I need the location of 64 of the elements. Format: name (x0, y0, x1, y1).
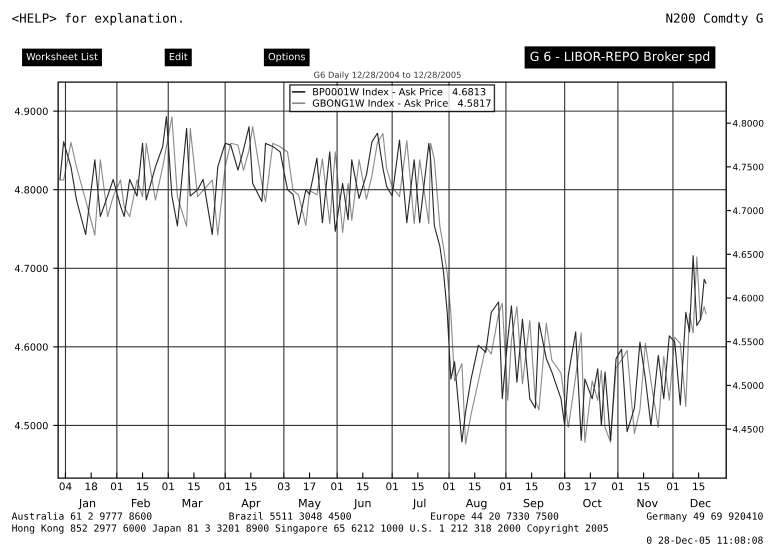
legend-label: BP0001W Index - Ask Price 4.6813 (313, 88, 486, 96)
x-tick-label: 15 (245, 482, 257, 490)
legend-label: GBONG1W Index - Ask Price 4.5817 (312, 99, 491, 107)
y2-tick-label: 4.5000 (732, 382, 764, 389)
y-tick-label: 4.7000 (14, 264, 48, 272)
text: Worksheet List (26, 52, 98, 60)
x2-tick-label: May (299, 499, 321, 510)
y-tick-label: 4.8000 (14, 186, 48, 194)
text: Hong Kong 852 2977 6000 Japan 81 3 3201 8900 Singapore 65 6212 1000 U.S. 1 212 318 2000 Copyright 2005 (12, 524, 608, 534)
x-tick-label: 18 (86, 482, 98, 490)
x2-tick-label: Jul (412, 498, 426, 510)
x-tick-label: 03 (558, 482, 570, 490)
text: Brazil 5511 3048 4500 (229, 512, 351, 520)
chart-subtitle: G6 Daily 12/28/2004 to 12/28/2005 (314, 71, 461, 80)
x-tick-label: 15 (357, 482, 369, 490)
y-tick-label: 4.6000 (14, 343, 48, 351)
y2-tick-label: 4.6000 (732, 294, 764, 302)
x2-tick-label: Jun (354, 499, 371, 510)
text: N200 Comdty G (666, 13, 763, 26)
x2-tick-label: Nov (638, 499, 658, 508)
x2-tick-label: Oct (583, 498, 602, 508)
y2-tick-label: 4.5500 (732, 338, 764, 346)
x-tick-label: 15 (638, 482, 650, 490)
x-tick-label: 15 (137, 482, 148, 490)
text: Australia 61 2 9777 8600 (12, 512, 152, 520)
y2-tick-label: 4.7000 (732, 207, 764, 214)
chart-title: G 6 - LIBOR-REPO Broker spd (530, 51, 710, 64)
x-tick-label: 01 (667, 482, 679, 490)
x2-tick-label: Apr (241, 499, 260, 510)
x-tick-label: 15 (188, 482, 200, 490)
x-tick-label: 15 (526, 482, 538, 490)
x2-tick-label: Aug (466, 499, 486, 510)
text: Edit (170, 52, 188, 60)
x2-tick-label: Dec (690, 499, 711, 508)
x2-tick-label: Feb (132, 498, 150, 508)
x-tick-label: 01 (500, 482, 512, 490)
x-tick-label: 04 (60, 482, 72, 490)
x-tick-label: 01 (612, 482, 624, 490)
x-tick-label: 15 (693, 482, 704, 490)
y2-tick-label: 4.6500 (732, 251, 764, 258)
x-tick-label: 01 (110, 482, 123, 490)
text: <HELP> for explanation. (12, 13, 182, 26)
x-tick-label: 01 (219, 482, 231, 490)
y-tick-label: 4.9000 (14, 108, 48, 115)
y2-tick-label: 4.7500 (732, 164, 764, 170)
x-tick-label: 01 (331, 482, 343, 490)
x-tick-label: 01 (162, 482, 174, 490)
x-tick-label: 01 (443, 482, 455, 490)
y2-tick-label: 4.8000 (732, 120, 764, 127)
y-tick-label: 4.5000 (14, 422, 48, 430)
x-tick-label: 03 (278, 482, 290, 490)
x-tick-label: 17 (304, 482, 316, 490)
x2-tick-label: Jan (78, 499, 96, 510)
x2-tick-label: Mar (182, 499, 203, 508)
x-tick-label: 15 (469, 482, 480, 490)
x2-tick-label: Sep (524, 498, 544, 510)
y2-tick-label: 4.4500 (732, 426, 764, 433)
text: Germany 49 69 920410 (646, 512, 763, 522)
text: Europe 44 20 7330 7500 (431, 512, 558, 522)
x-tick-label: 17 (584, 482, 596, 490)
text: 0 28-Dec-05 11:08:08 (646, 536, 763, 544)
text: Options (268, 52, 306, 62)
x-tick-label: 01 (386, 482, 398, 490)
x-tick-label: 15 (412, 482, 424, 490)
